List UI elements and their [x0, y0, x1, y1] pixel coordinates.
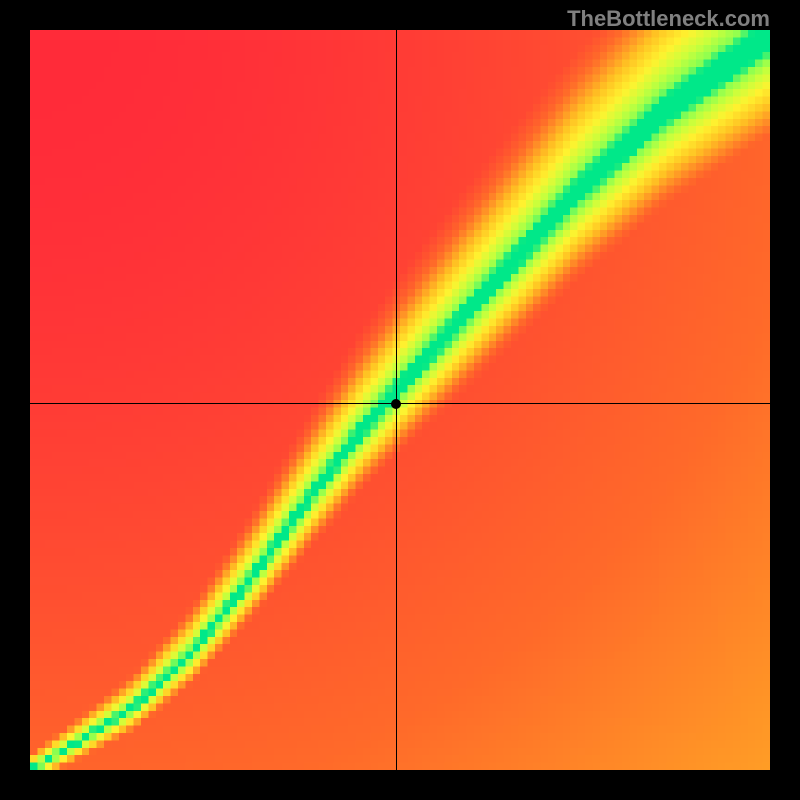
watermark-text: TheBottleneck.com: [567, 6, 770, 32]
crosshair-marker: [391, 399, 401, 409]
